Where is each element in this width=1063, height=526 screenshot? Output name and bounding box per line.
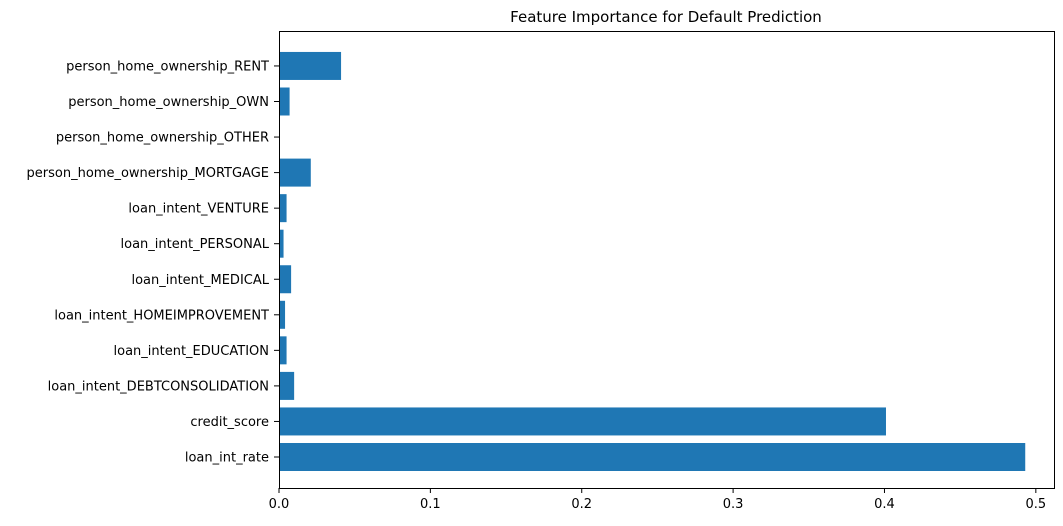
chart-title: Feature Importance for Default Predictio… — [510, 8, 822, 26]
y-tick-label: loan_intent_MEDICAL — [131, 273, 269, 288]
y-tick-label: person_home_ownership_RENT — [66, 59, 269, 74]
y-tick-label: person_home_ownership_OWN — [68, 95, 269, 110]
y-tick-labels: loan_int_rate credit_score loan_intent_DEB… — [27, 59, 279, 466]
plot-frame — [279, 31, 1055, 489]
bar-person_home_ownership_RENT — [279, 51, 342, 80]
bars-group — [279, 51, 1026, 471]
x-tick-label: 0.2 — [571, 497, 592, 512]
y-tick-label: loan_intent_HOMEIMPROVEMENT — [54, 308, 269, 323]
y-tick-label: loan_intent_PERSONAL — [121, 237, 270, 252]
bar-loan_intent_VENTURE — [279, 194, 287, 223]
y-tick-label: person_home_ownership_MORTGAGE — [27, 166, 269, 181]
y-tick-label: loan_int_rate — [185, 451, 269, 466]
x-tick-label: 0.3 — [723, 497, 744, 512]
x-tick-label: 0.5 — [1025, 497, 1046, 512]
y-tick-label: loan_intent_DEBTCONSOLIDATION — [48, 379, 269, 394]
bar-person_home_ownership_MORTGAGE — [279, 158, 311, 187]
bar-loan_int_rate — [279, 443, 1026, 471]
y-tick-label: person_home_ownership_OTHER — [56, 131, 269, 146]
bar-loan_intent_DEBTCONSOLIDATION — [279, 371, 295, 400]
x-tick-label: 0.1 — [420, 497, 441, 512]
x-tick-label: 0.4 — [874, 497, 895, 512]
bar-loan_intent_EDUCATION — [279, 336, 287, 365]
bar-person_home_ownership_OWN — [279, 87, 290, 116]
y-tick-label: credit_score — [190, 415, 269, 430]
x-ticks: 0.0 0.1 0.2 0.3 0.4 0.5 — [269, 488, 1046, 512]
bar-loan_intent_MEDICAL — [279, 265, 292, 294]
y-tick-label: loan_intent_EDUCATION — [114, 344, 270, 359]
x-tick-label: 0.0 — [269, 497, 290, 512]
bar-credit_score — [279, 407, 886, 436]
bar-loan_intent_PERSONAL — [279, 229, 284, 258]
y-tick-label: loan_intent_VENTURE — [128, 202, 269, 217]
bar-loan_intent_HOMEIMPROVEMENT — [279, 300, 286, 329]
